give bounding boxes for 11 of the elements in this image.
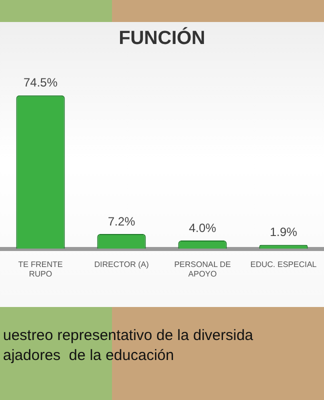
data-label: 1.9%	[270, 225, 298, 240]
x-tick-label: PERSONAL DE APOYO	[174, 260, 231, 278]
text: ajadores de la educación	[3, 346, 175, 366]
x-tick-label: TE FRENTE RUPO	[18, 260, 63, 278]
chart-title: FUNCIÓN	[118, 28, 206, 50]
x-tick-label: DIRECTOR (A)	[94, 260, 150, 269]
data-label: 4.0%	[188, 220, 216, 235]
data-label: 7.2%	[108, 214, 136, 228]
text: uestreo representativo de la diversida	[3, 326, 254, 346]
data-label: 74.5%	[23, 76, 58, 90]
x-tick-label: EDUC. ESPECIAL	[250, 260, 318, 269]
